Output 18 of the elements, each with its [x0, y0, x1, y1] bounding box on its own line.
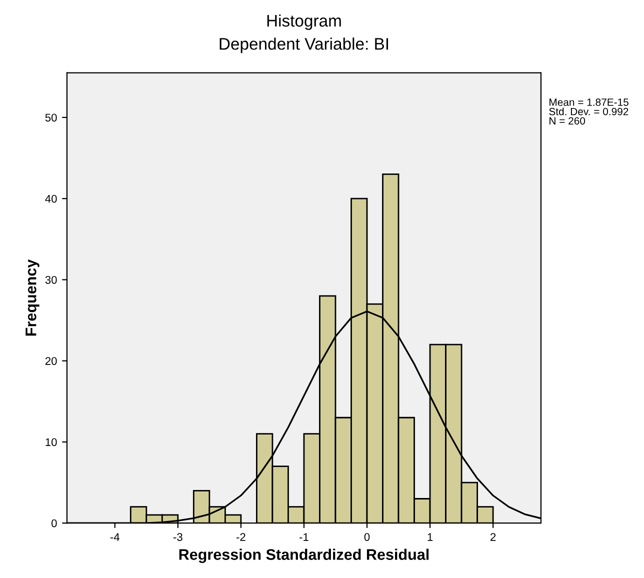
text: Mean = 1.87E-15 Std. Dev. = 0.992 N = 260	[549, 98, 628, 125]
x-tick-label: -3	[173, 533, 182, 541]
chart-subtitle: Dependent Variable: BI	[220, 38, 388, 54]
y-axis-title: Frequency	[26, 259, 40, 336]
x-axis-title: Regression Standardized Residual	[179, 548, 429, 564]
y-tick-label: 50	[45, 114, 57, 122]
x-tick-label: -4	[110, 533, 120, 541]
x-tick-label: -2	[236, 533, 246, 541]
x-tick-label: -1	[300, 533, 308, 541]
x-tick-label: 2	[490, 533, 496, 541]
y-tick-label: 20	[45, 357, 57, 365]
y-tick-label: 0	[52, 519, 57, 528]
x-tick-label: 1	[428, 533, 433, 541]
y-tick-label: 10	[46, 438, 57, 446]
x-tick-label: 0	[364, 533, 370, 541]
y-tick-label: 40	[45, 194, 57, 203]
chart-title: Histogram	[267, 14, 341, 30]
y-tick-label: 30	[45, 276, 57, 284]
